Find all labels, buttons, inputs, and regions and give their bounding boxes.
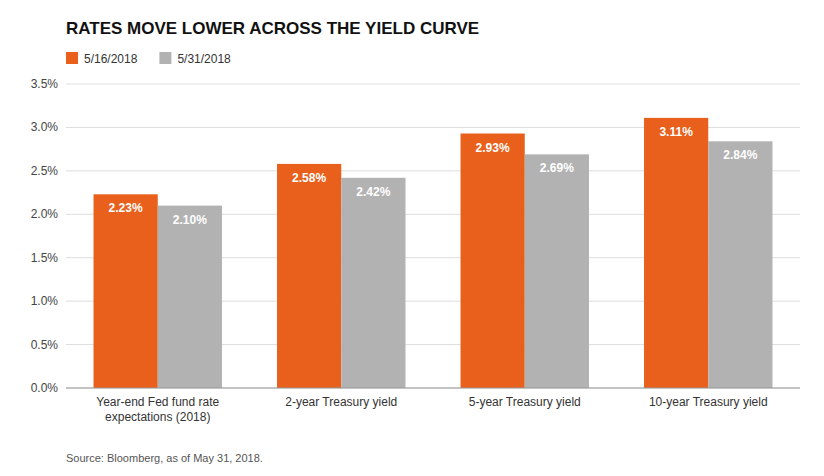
data-label: 2.69% (540, 161, 574, 175)
grid-line (66, 388, 800, 389)
data-label: 2.42% (356, 185, 390, 199)
chart-container: RATES MOVE LOWER ACROSS THE YIELD CURVE 0… (0, 0, 824, 476)
data-labels: 2.23% 2.58% 2.93% 3.11% 2.10% 2.42% 2.69% 2.84% (109, 125, 758, 227)
x-tick-label: 10-year Treasury yield (649, 395, 768, 409)
bar (708, 141, 772, 388)
y-tick-label: 2.5% (31, 164, 59, 178)
y-tick-label: 0.0% (31, 381, 59, 395)
x-tick-label: 5-year Treasury yield (469, 395, 581, 409)
annotation: Source: Bloomberg, as of May 31, 2018. (66, 452, 263, 464)
data-label: 2.58% (292, 171, 326, 185)
legend-label: 5/16/2018 (84, 52, 138, 66)
bar (94, 194, 158, 388)
grid-line (66, 84, 800, 85)
bar (644, 118, 708, 388)
bar (461, 134, 525, 388)
x-tick-label: Year-end Fed fund rateexpectations (2018… (96, 395, 219, 424)
y-tick-label: 3.5% (31, 77, 59, 91)
data-label: 3.11% (659, 125, 693, 139)
legend-swatch (66, 52, 78, 64)
bar (277, 164, 341, 388)
data-label: 2.23% (109, 201, 143, 215)
bars (94, 118, 773, 388)
bar (525, 154, 589, 388)
bar (341, 178, 405, 388)
grid (66, 84, 800, 388)
y-tick-label: 1.5% (31, 251, 59, 265)
data-label: 2.93% (476, 141, 510, 155)
title: RATES MOVE LOWER ACROSS THE YIELD CURVE (66, 19, 479, 38)
legend: 5/16/2018 5/31/2018 (66, 52, 231, 66)
y-tick-label: 3.0% (31, 120, 59, 134)
y-tick-label: 2.0% (31, 207, 59, 221)
legend-label: 5/31/2018 (177, 52, 231, 66)
bar (158, 206, 222, 388)
data-label: 2.10% (173, 213, 207, 227)
y-tick-label: 1.0% (31, 294, 59, 308)
y-tick-label: 0.5% (31, 338, 59, 352)
x-axis-line (66, 388, 800, 389)
legend-swatch (159, 52, 171, 64)
chart: RATES MOVE LOWER ACROSS THE YIELD CURVE 0… (0, 0, 824, 476)
data-label: 2.84% (723, 148, 757, 162)
x-tick-label: 2-year Treasury yield (285, 395, 397, 409)
